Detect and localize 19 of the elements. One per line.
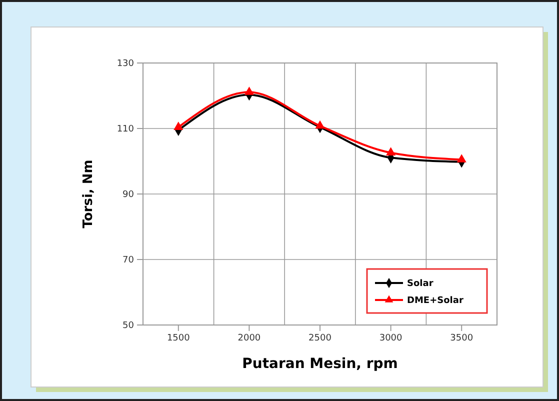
y-tick-label: 130 [116, 58, 134, 69]
legend-label: Solar [407, 279, 434, 289]
point [386, 147, 396, 156]
y-tick-label: 50 [122, 320, 134, 331]
y-tick-label: 90 [122, 190, 134, 200]
point [244, 86, 254, 95]
x-tick-label: 2500 [308, 333, 332, 344]
point [456, 154, 466, 162]
point [315, 120, 325, 129]
y-axis-title: Torsi, Nm [81, 160, 96, 228]
x-tick-label: 1500 [166, 333, 190, 344]
legend-label: DME+Solar [407, 296, 464, 306]
x-tick-label: 3500 [450, 333, 474, 344]
x-tick-label: 2000 [238, 333, 261, 344]
x-axis-title: Putaran Mesin, rpm [242, 356, 398, 372]
x-tick-label: 3000 [379, 333, 403, 344]
point [174, 122, 184, 130]
y-tick-label: 70 [122, 255, 134, 266]
y-tick-label: 110 [116, 124, 134, 134]
